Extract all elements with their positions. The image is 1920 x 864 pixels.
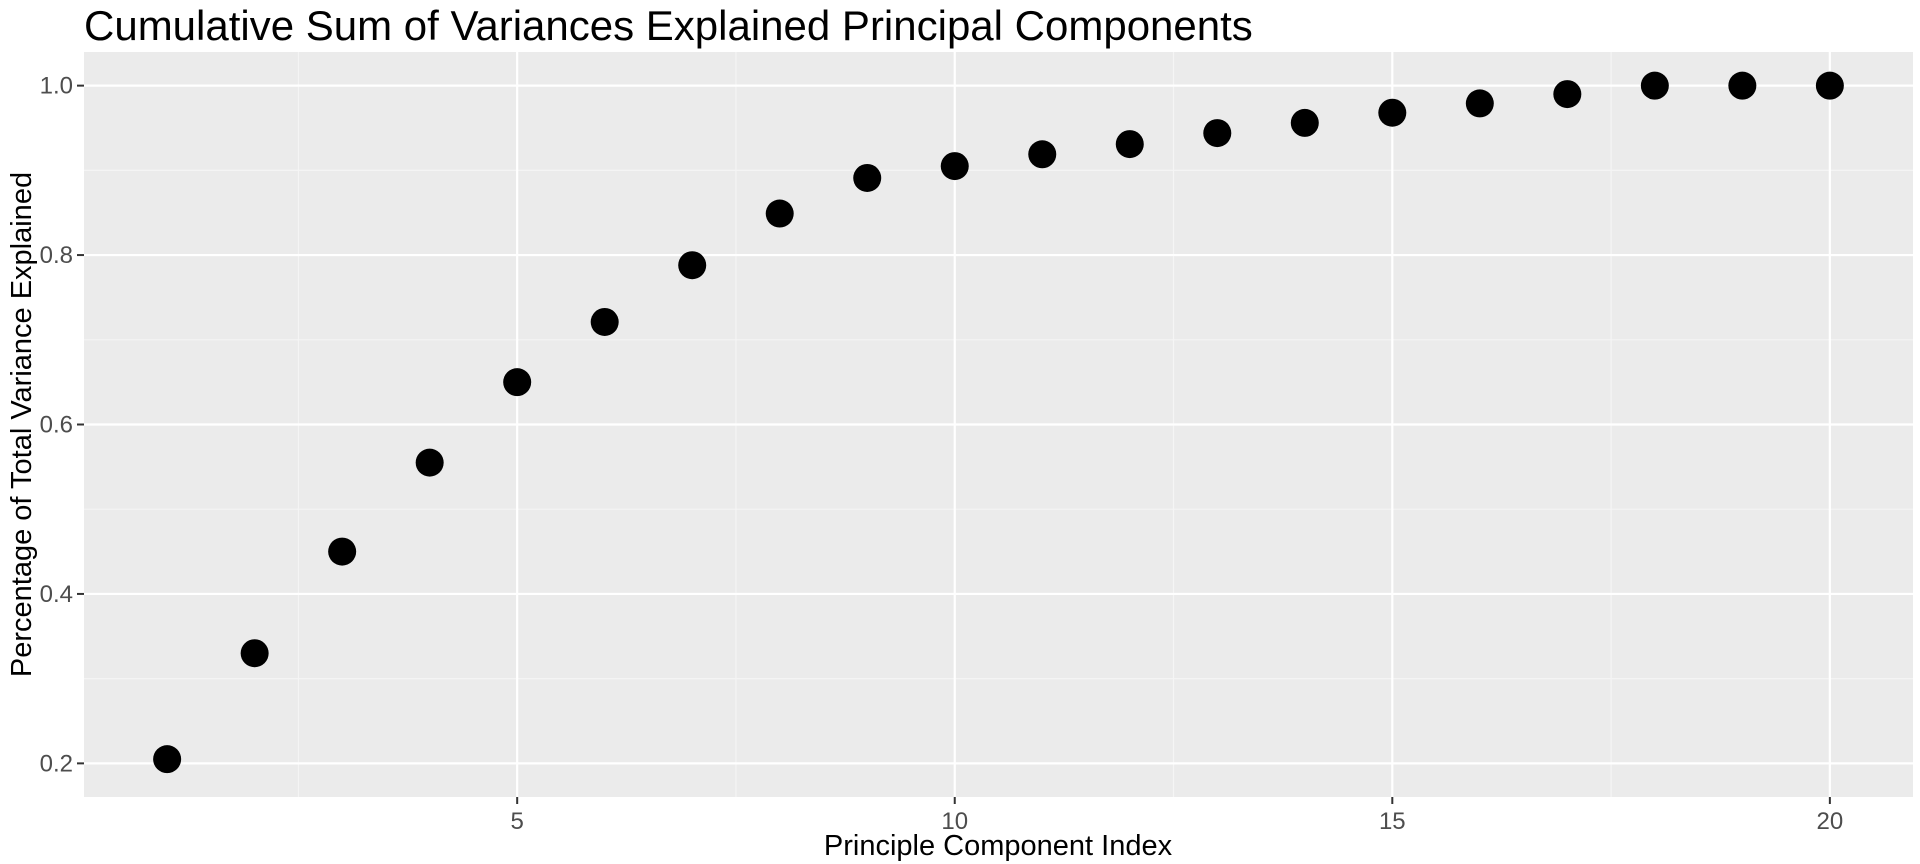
data-point — [1028, 140, 1057, 169]
data-point — [940, 152, 969, 181]
data-point — [240, 639, 269, 668]
x-tick-label: 10 — [941, 808, 968, 835]
data-point — [1640, 71, 1669, 100]
x-tick-label: 15 — [1379, 808, 1406, 835]
data-point — [853, 163, 882, 192]
y-tick-label: 0.4 — [40, 581, 73, 608]
data-point — [765, 199, 794, 228]
data-point — [328, 537, 357, 566]
data-point — [1815, 71, 1844, 100]
data-point — [1465, 89, 1494, 118]
grid-major-lines — [84, 52, 1913, 797]
data-point — [153, 745, 182, 774]
y-tick-label: 0.2 — [40, 750, 73, 777]
x-tick-label: 20 — [1817, 808, 1844, 835]
data-point — [1115, 130, 1144, 159]
data-point — [1728, 71, 1757, 100]
data-point — [678, 251, 707, 280]
y-axis-title: Percentage of Total Variance Explained — [6, 172, 38, 677]
y-axis: 0.2 0.4 0.6 0.8 1.0 — [40, 73, 84, 777]
chart-title: Cumulative Sum of Variances Explained Pr… — [84, 2, 1253, 49]
y-tick-label: 0.6 — [40, 412, 73, 439]
x-axis: 5 10 15 20 — [511, 797, 1844, 835]
data-point — [415, 448, 444, 477]
data-point — [1378, 98, 1407, 127]
x-tick-label: 5 — [511, 808, 524, 835]
data-point — [503, 368, 532, 397]
data-point — [1553, 80, 1582, 109]
data-points — [153, 71, 1844, 774]
data-point — [1290, 108, 1319, 137]
y-tick-label: 0.8 — [40, 242, 73, 269]
x-axis-title: Principle Component Index — [824, 830, 1173, 862]
data-point — [590, 307, 619, 336]
data-point — [1203, 119, 1232, 148]
y-tick-label: 1.0 — [40, 73, 73, 100]
